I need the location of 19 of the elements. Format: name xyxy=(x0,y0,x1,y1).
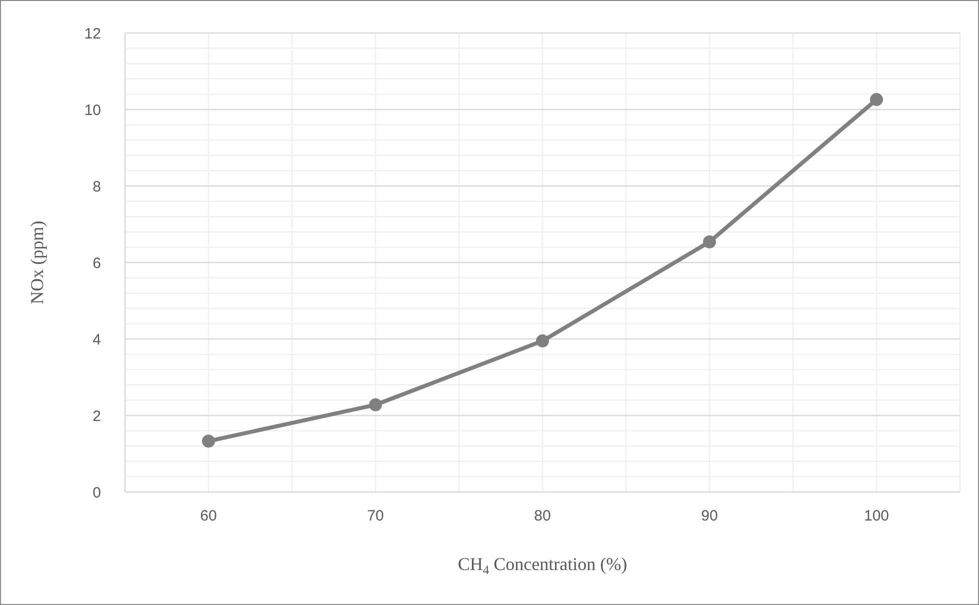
point xyxy=(703,235,716,248)
y-tick-label: 6 xyxy=(92,254,101,272)
x-tick-label: 70 xyxy=(367,508,384,525)
x-tick-label: 100 xyxy=(864,508,890,525)
y-tick-label: 8 xyxy=(92,178,101,196)
x-tick-label: 90 xyxy=(701,508,718,525)
point xyxy=(369,398,382,412)
y-tick-label: 0 xyxy=(92,484,101,502)
y-tick-label: 4 xyxy=(92,331,101,348)
y-tick-label: 12 xyxy=(84,25,101,42)
point xyxy=(202,434,215,448)
y-axis-title: NOx (ppm) xyxy=(27,220,47,304)
x-tick-label: 80 xyxy=(534,508,551,525)
y-tick-label: 10 xyxy=(84,102,101,119)
point xyxy=(870,93,883,106)
x-tick-label: 60 xyxy=(200,508,217,525)
x-axis-title: CH$_{4}$ Concentration (%) xyxy=(458,554,628,577)
point xyxy=(536,334,549,348)
y-tick-label: 2 xyxy=(92,408,101,425)
